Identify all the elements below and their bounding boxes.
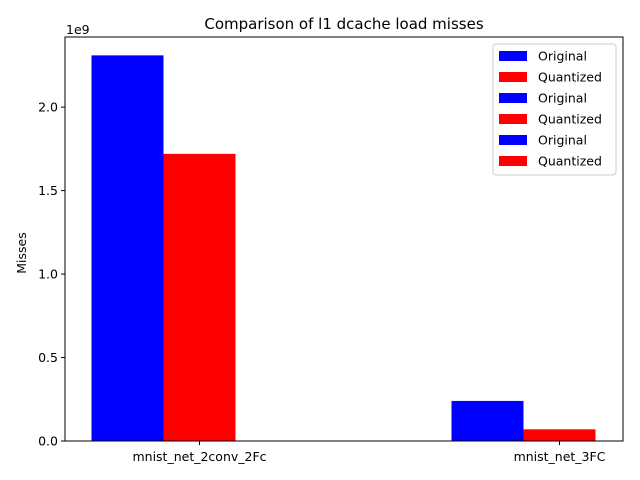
- legend-label: Quantized: [538, 70, 602, 85]
- y-tick-label: 0.5: [38, 350, 58, 365]
- legend-swatch: [499, 156, 527, 166]
- bar-quantized-1: [163, 153, 236, 441]
- x-tick-label: mnist_net_2conv_2Fc: [132, 449, 266, 464]
- legend: Original Quantized Original Quantized Origin…: [492, 43, 617, 176]
- legend-swatch: [499, 51, 527, 61]
- y-scale-label: 1e9: [66, 22, 90, 37]
- y-tick-label: 1.5: [38, 183, 58, 198]
- legend-swatch: [499, 72, 527, 82]
- y-tick-label: 1.0: [38, 267, 58, 282]
- bar-original-2: [451, 400, 524, 441]
- legend-label: Quantized: [538, 112, 602, 127]
- bar-quantized-2: [523, 429, 596, 441]
- legend-swatch: [499, 135, 527, 145]
- y-tick-label: 2.0: [38, 100, 58, 115]
- x-ticks-group: mnist_net_2conv_2Fc mnist_net_3FC: [132, 441, 606, 464]
- x-tick-label: mnist_net_3FC: [514, 449, 606, 464]
- chart-title: Comparison of l1 dcache load misses: [204, 15, 483, 33]
- y-axis-label: Misses: [14, 232, 29, 274]
- legend-label: Quantized: [538, 154, 602, 169]
- legend-swatch: [499, 93, 527, 103]
- bar-original-1: [91, 55, 164, 441]
- legend-label: Original: [538, 91, 587, 106]
- legend-label: Original: [538, 133, 587, 148]
- y-tick-label: 0.0: [38, 434, 58, 449]
- plot-frame: [64, 36, 624, 442]
- y-ticks-group: 0.0 0.5 1.0 1.5 2.0: [38, 100, 65, 449]
- legend-swatch: [499, 114, 527, 124]
- bars-group: [91, 55, 596, 441]
- legend-label: Original: [538, 49, 587, 64]
